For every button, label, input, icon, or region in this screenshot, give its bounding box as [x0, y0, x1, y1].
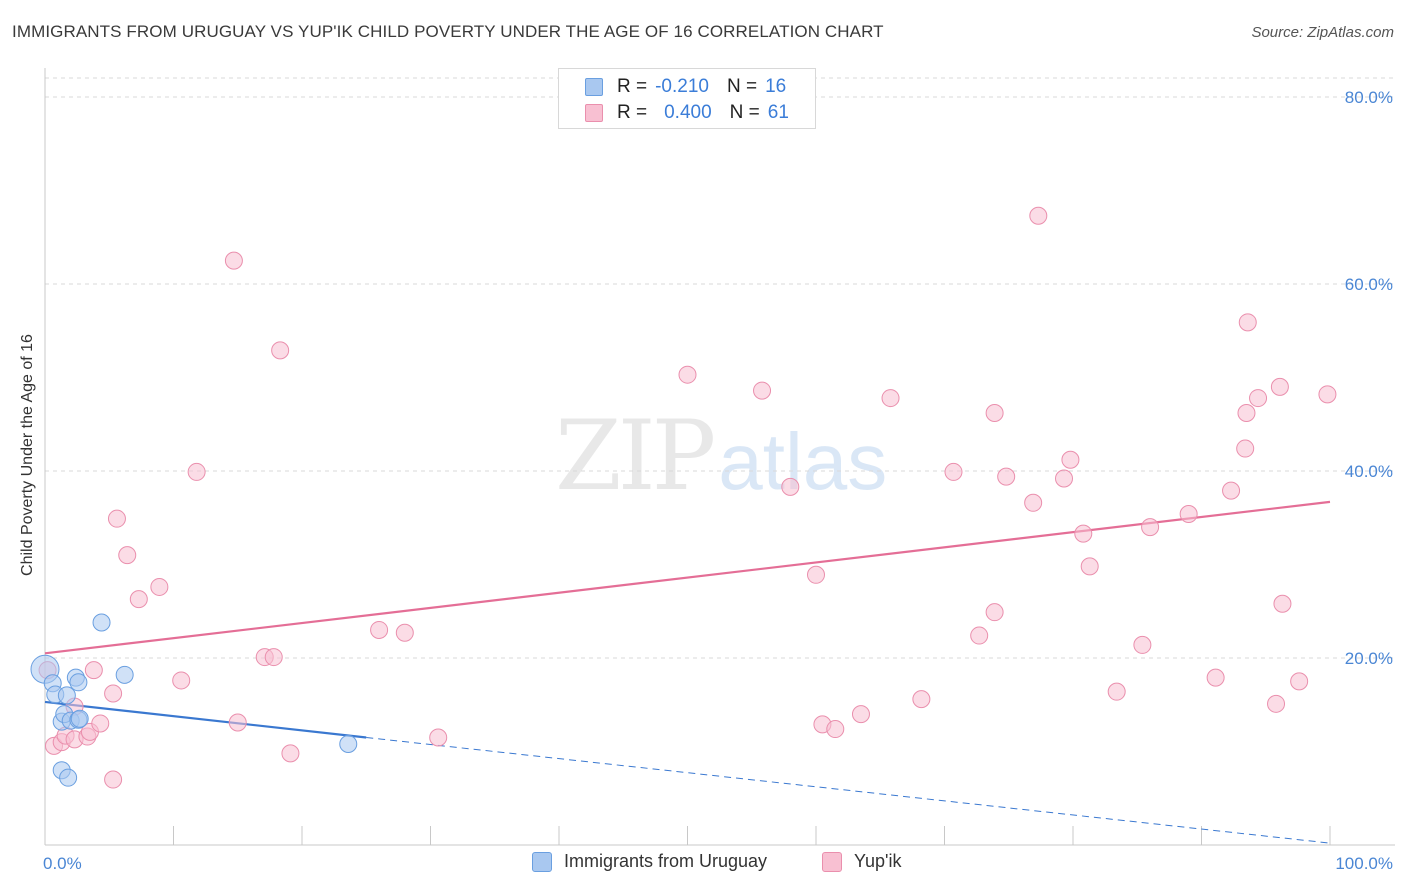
y-tick-label: 80.0%: [1345, 88, 1393, 107]
tick-labels: 20.0% 40.0% 60.0% 80.0% 0.0% 100.0%: [43, 88, 1393, 873]
point-yupik: [1133, 635, 1152, 654]
n-label: N =: [729, 102, 760, 123]
point-yupik: [912, 690, 931, 709]
chart-title: IMMIGRANTS FROM URUGUAY VS YUP'IK CHILD …: [12, 22, 884, 41]
point-yupik: [104, 770, 123, 789]
point-yupik: [224, 251, 243, 270]
point-yupik: [1273, 594, 1292, 613]
point-yupik: [985, 603, 1004, 622]
legend-row-yupik: R = 0.400 N = 61: [559, 100, 789, 126]
legend-item-uruguay[interactable]: Immigrants from Uruguay: [532, 851, 767, 872]
trend-line-uruguay: [44, 700, 367, 739]
point-uruguay: [57, 686, 76, 705]
point-yupik: [91, 714, 110, 733]
point-yupik: [1222, 481, 1241, 500]
axes: [44, 68, 1395, 846]
point-yupik: [84, 661, 103, 680]
source-label: Source: ZipAtlas.com: [1251, 24, 1394, 41]
x-tick-label: 100.0%: [1335, 854, 1393, 873]
legend-label-uruguay: Immigrants from Uruguay: [564, 851, 768, 871]
r-label: R =: [617, 76, 648, 97]
point-yupik: [678, 365, 697, 384]
point-yupik: [150, 577, 169, 596]
point-yupik: [1318, 385, 1337, 404]
legend-item-yupik[interactable]: Yup'ik: [822, 851, 901, 872]
r-value: 0.400: [664, 102, 712, 123]
series-legend: Immigrants from Uruguay Yup'ik: [0, 851, 1406, 877]
point-yupik: [107, 509, 126, 528]
n-label: N =: [726, 76, 758, 97]
point-yupik: [129, 590, 148, 609]
point-yupik: [1141, 518, 1160, 537]
y-tick-label: 20.0%: [1345, 649, 1393, 668]
point-yupik: [1179, 505, 1198, 524]
point-uruguay: [115, 665, 134, 684]
point-yupik: [118, 546, 137, 565]
point-uruguay: [92, 613, 111, 632]
trend-line-uruguay-extension: [366, 736, 1331, 844]
point-yupik: [985, 404, 1004, 423]
point-uruguay: [70, 709, 89, 728]
point-yupik: [1061, 450, 1080, 469]
point-yupik: [997, 467, 1016, 486]
legend-swatch-uruguay: [585, 78, 603, 96]
legend-swatch-yupik: [585, 104, 603, 122]
point-yupik: [228, 713, 247, 732]
point-uruguay: [339, 735, 358, 754]
point-yupik: [1206, 668, 1225, 687]
point-yupik: [851, 705, 870, 724]
point-yupik: [281, 744, 300, 763]
point-yupik: [429, 728, 448, 747]
point-yupik: [1024, 493, 1043, 512]
point-yupik: [271, 341, 290, 360]
point-yupik: [172, 671, 191, 690]
point-yupik: [370, 620, 389, 639]
legend-label-yupik: Yup'ik: [854, 851, 902, 871]
point-yupik: [1236, 439, 1255, 458]
x-tick-label: 0.0%: [43, 854, 82, 873]
point-yupik: [807, 565, 825, 584]
point-yupik: [1107, 682, 1126, 701]
point-uruguay: [69, 673, 88, 692]
point-yupik: [1029, 206, 1048, 225]
point-yupik: [1074, 524, 1093, 543]
point-yupik: [781, 477, 800, 496]
y-tick-label: 40.0%: [1345, 462, 1393, 481]
point-yupik: [944, 462, 963, 481]
r-value: -0.210: [655, 76, 709, 97]
r-label: R =: [617, 102, 648, 123]
legend-swatch-yupik: [822, 851, 842, 872]
y-tick-label: 60.0%: [1345, 275, 1393, 294]
point-yupik: [970, 626, 989, 645]
point-yupik: [881, 389, 900, 408]
point-yupik: [753, 381, 772, 400]
point-yupik: [1249, 389, 1268, 408]
point-yupik: [1290, 672, 1309, 691]
point-yupik: [1237, 404, 1256, 423]
point-yupik: [1055, 469, 1074, 488]
point-yupik: [826, 720, 845, 739]
point-uruguay: [59, 768, 78, 787]
grid: [45, 77, 1395, 659]
n-value: 16: [765, 76, 787, 97]
point-yupik: [187, 462, 206, 481]
point-yupik: [1080, 557, 1099, 576]
trend-lines: [44, 500, 1331, 844]
point-yupik: [1267, 694, 1286, 713]
legend-row-uruguay: R = -0.210 N = 16: [559, 74, 786, 100]
correlation-legend: R = -0.210 N = 16 R = 0.400 N = 61: [558, 68, 816, 129]
point-yupik: [104, 684, 123, 703]
point-yupik: [395, 623, 414, 642]
point-yupik: [264, 648, 283, 667]
point-yupik: [1270, 377, 1289, 396]
data-points: [30, 206, 1337, 789]
n-value: 61: [767, 102, 789, 123]
legend-swatch-uruguay: [532, 851, 552, 872]
point-yupik: [1238, 313, 1257, 332]
trend-line-yupik: [44, 500, 1331, 655]
